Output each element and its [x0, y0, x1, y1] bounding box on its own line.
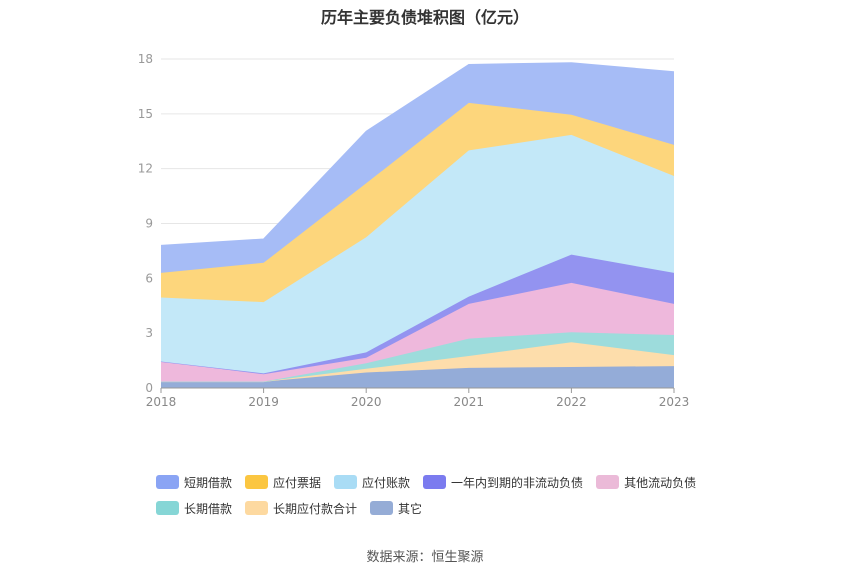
y-tick-label: 12 [138, 162, 153, 176]
x-tick-label: 2021 [454, 395, 485, 409]
area-series-layer [160, 62, 675, 388]
legend-label: 应付票据 [273, 475, 322, 490]
y-tick-label: 3 [145, 326, 153, 340]
legend-item[interactable]: 一年内到期的非流动负债 [423, 472, 583, 492]
chart-title: 历年主要负债堆积图（亿元） [320, 8, 529, 27]
legend-item[interactable]: 其他流动负债 [596, 472, 696, 492]
legend-swatch [370, 501, 394, 515]
legend-swatch [156, 501, 179, 515]
area-series-1 [161, 342, 674, 382]
legend-swatch [245, 475, 269, 489]
x-tick-label: 2022 [556, 395, 587, 409]
area-series-edge-6 [160, 102, 675, 274]
legend-swatch [156, 475, 179, 489]
y-tick-label: 9 [145, 217, 153, 231]
legend-item[interactable]: 应付票据 [245, 472, 321, 492]
area-series-2 [161, 332, 674, 382]
area-series-edge-7 [160, 62, 675, 246]
legend-label: 一年内到期的非流动负债 [451, 475, 584, 490]
legend-label: 长期应付款合计 [273, 501, 358, 516]
legend-label: 长期借款 [184, 501, 233, 516]
area-series-3 [161, 282, 674, 382]
y-tick-label: 15 [138, 107, 153, 121]
area-series-4 [161, 254, 674, 375]
legend-swatch [423, 475, 447, 489]
x-tick-label: 2023 [659, 395, 690, 409]
x-tick-label: 2019 [248, 395, 279, 409]
data-source-note: 数据来源：恒生聚源 [366, 550, 484, 565]
legend: 短期借款 应付票据 应付账款 一年内到期的非流动负债 其他流动负债长期借款 长期应付款合计… [156, 472, 716, 524]
y-tick-label: 18 [138, 52, 153, 66]
area-series-0 [161, 366, 674, 388]
legend-swatch [334, 475, 358, 489]
y-tick-label: 0 [145, 381, 153, 395]
legend-label: 其他流动负债 [624, 475, 697, 490]
x-tick-label: 2020 [351, 395, 382, 409]
legend-item[interactable]: 长期借款 [156, 498, 232, 518]
axes: 0 3 6 9 12 15 18 2018 2019 2020 2021 2022 2023 [138, 52, 690, 409]
legend-item[interactable]: 应付账款 [334, 472, 410, 492]
legend-label: 其它 [398, 501, 423, 516]
legend-item[interactable]: 短期借款 [156, 472, 232, 492]
x-tick-label: 2018 [146, 395, 177, 409]
area-series-edge-3 [160, 282, 675, 375]
area-series-5 [161, 134, 674, 374]
legend-swatch [245, 501, 269, 515]
area-series-7 [161, 62, 674, 273]
legend-label: 短期借款 [184, 475, 233, 490]
y-tick-label: 6 [145, 271, 153, 285]
area-series-6 [161, 102, 674, 303]
legend-swatch [596, 475, 620, 489]
area-series-edge-5 [160, 134, 675, 303]
legend-item[interactable]: 其它 [370, 498, 422, 518]
legend-label: 应付账款 [362, 475, 411, 490]
legend-item[interactable]: 长期应付款合计 [245, 498, 357, 518]
